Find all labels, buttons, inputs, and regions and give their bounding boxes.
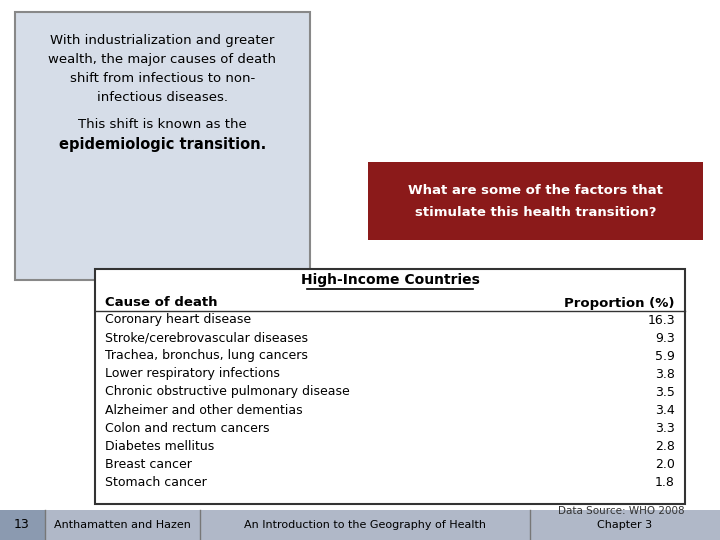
Text: Lower respiratory infections: Lower respiratory infections	[105, 368, 280, 381]
Text: infectious diseases.: infectious diseases.	[97, 91, 228, 104]
FancyBboxPatch shape	[15, 12, 310, 280]
Text: 5.9: 5.9	[655, 349, 675, 362]
Text: Chronic obstructive pulmonary disease: Chronic obstructive pulmonary disease	[105, 386, 350, 399]
Text: Data Source: WHO 2008: Data Source: WHO 2008	[559, 506, 685, 516]
Text: epidemiologic transition.: epidemiologic transition.	[59, 137, 266, 152]
Bar	[95, 269, 685, 504]
Text: Stomach cancer: Stomach cancer	[105, 476, 207, 489]
Text: Breast cancer: Breast cancer	[105, 457, 192, 470]
Text: Colon and rectum cancers: Colon and rectum cancers	[105, 422, 269, 435]
Text: 3.8: 3.8	[655, 368, 675, 381]
Text: High-Income Countries: High-Income Countries	[300, 273, 480, 287]
Text: shift from infectious to non-: shift from infectious to non-	[70, 72, 255, 85]
Text: This shift is known as the: This shift is known as the	[78, 118, 247, 131]
Text: Cause of death: Cause of death	[105, 296, 217, 309]
Text: Alzheimer and other dementias: Alzheimer and other dementias	[105, 403, 302, 416]
Text: Coronary heart disease: Coronary heart disease	[105, 314, 251, 327]
Text: What are some of the factors that: What are some of the factors that	[408, 184, 663, 197]
Text: 3.5: 3.5	[655, 386, 675, 399]
FancyBboxPatch shape	[368, 162, 703, 240]
Text: Anthamatten and Hazen: Anthamatten and Hazen	[53, 520, 190, 530]
Text: An Introduction to the Geography of Health: An Introduction to the Geography of Heal…	[244, 520, 486, 530]
Bar	[0, 510, 45, 540]
Text: With industrialization and greater: With industrialization and greater	[50, 34, 275, 47]
Text: Chapter 3: Chapter 3	[598, 520, 652, 530]
Text: 3.3: 3.3	[655, 422, 675, 435]
Text: 3.4: 3.4	[655, 403, 675, 416]
Text: 16.3: 16.3	[647, 314, 675, 327]
Text: 13: 13	[14, 518, 30, 531]
Text: wealth, the major causes of death: wealth, the major causes of death	[48, 53, 276, 66]
Text: Proportion (%): Proportion (%)	[564, 296, 675, 309]
Text: Trachea, bronchus, lung cancers: Trachea, bronchus, lung cancers	[105, 349, 308, 362]
Bar	[0, 510, 720, 540]
Text: 2.0: 2.0	[655, 457, 675, 470]
Text: stimulate this health transition?: stimulate this health transition?	[415, 206, 656, 219]
Text: Diabetes mellitus: Diabetes mellitus	[105, 440, 215, 453]
Text: 9.3: 9.3	[655, 332, 675, 345]
Text: 2.8: 2.8	[655, 440, 675, 453]
Text: 1.8: 1.8	[655, 476, 675, 489]
Text: Stroke/cerebrovascular diseases: Stroke/cerebrovascular diseases	[105, 332, 308, 345]
